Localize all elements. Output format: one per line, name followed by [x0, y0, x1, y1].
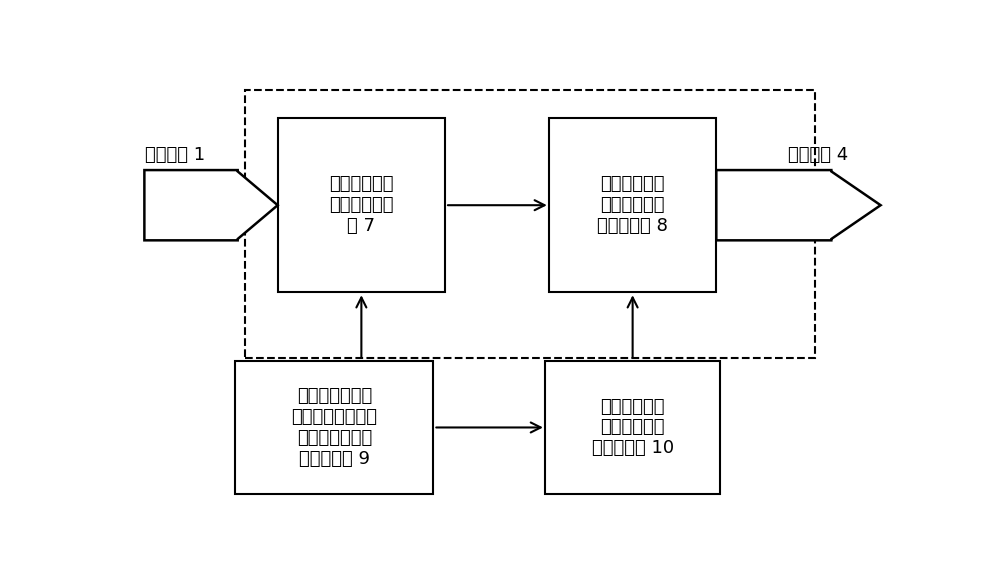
- Polygon shape: [716, 170, 881, 241]
- Text: 数据输出 4: 数据输出 4: [788, 146, 849, 164]
- Bar: [245, 90, 815, 358]
- Bar: [549, 118, 716, 293]
- Text: 数据输入 1: 数据输入 1: [145, 146, 205, 164]
- Polygon shape: [144, 170, 278, 241]
- Text: 数据位高电平
最小占空比协
定采样速率 10: 数据位高电平 最小占空比协 定采样速率 10: [592, 398, 674, 457]
- Bar: [278, 118, 445, 293]
- Bar: [545, 361, 720, 494]
- Bar: [235, 361, 433, 494]
- Text: 通信协议协定起
始位，数据位高电
平占空比表示方
法，停止位 9: 通信协议协定起 始位，数据位高电 平占空比表示方 法，停止位 9: [291, 387, 377, 468]
- Text: 数据大小来调
整数据位高电
平脉宽编码 8: 数据大小来调 整数据位高电 平脉宽编码 8: [597, 175, 668, 235]
- Text: 采集到数据位
高电平脉宽解
码 7: 采集到数据位 高电平脉宽解 码 7: [329, 175, 394, 235]
